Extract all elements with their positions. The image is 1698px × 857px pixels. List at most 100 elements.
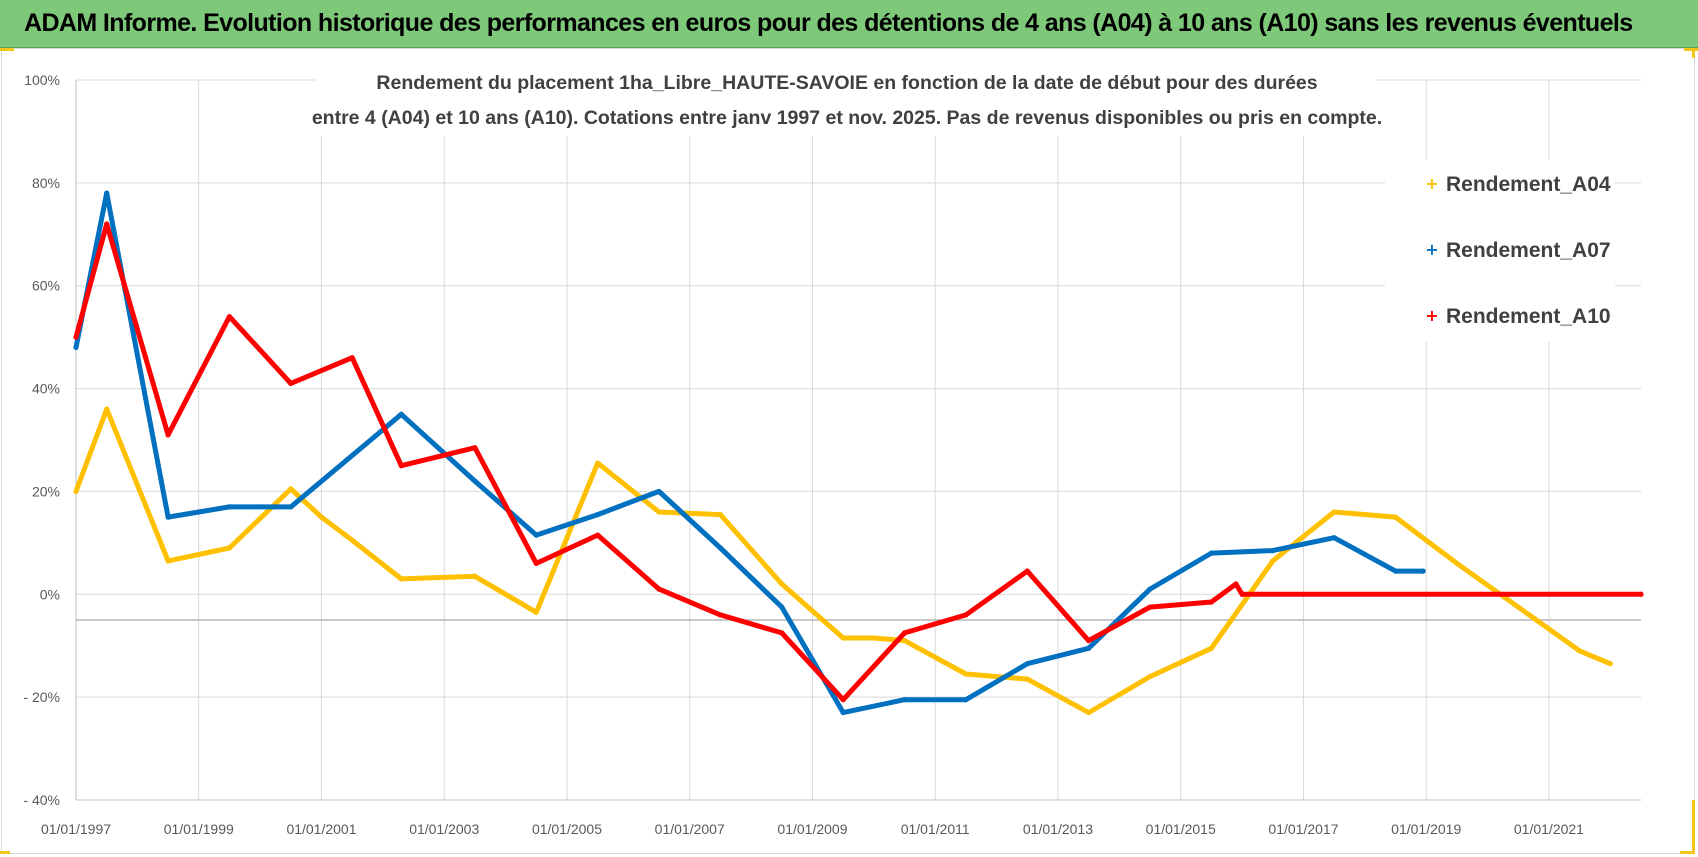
data-point (717, 511, 724, 518)
data-point (349, 537, 355, 543)
data-point (1086, 645, 1092, 651)
chart-title-line-2: entre 4 (A04) et 10 ans (A10). Cotations… (312, 107, 1382, 129)
data-point (104, 406, 110, 412)
x-tick-label: 01/01/2019 (1391, 821, 1461, 837)
chart-tick-labels: 100% 80% 60% 40% 20% 0% - 20% - 40% 01/01/1997 01… (23, 72, 1584, 837)
y-tick-label: 80% (32, 175, 60, 191)
x-tick-label: 01/01/2011 (901, 821, 970, 837)
x-tick-label: 01/01/1999 (164, 821, 234, 837)
data-point (1392, 514, 1399, 520)
data-point (1270, 547, 1276, 554)
frame-corner-marker (1680, 851, 1695, 854)
data-point (1454, 560, 1460, 567)
chart-series (73, 190, 1644, 716)
x-tick-label: 01/01/2015 (1146, 821, 1216, 837)
data-point (595, 532, 601, 538)
data-point (104, 190, 110, 196)
chart-legend: + Rendement_A04 + Rendement_A07 + Rendement_A… (1385, 160, 1615, 342)
report-banner-title: ADAM Informe. Evolution historique des p… (24, 9, 1633, 37)
chart-title-background (316, 66, 1376, 136)
data-point (1638, 591, 1644, 597)
data-point (1147, 604, 1153, 610)
data-point (398, 411, 404, 417)
x-tick-label: 01/01/2017 (1268, 821, 1338, 837)
x-tick-label: 01/01/2007 (655, 821, 725, 837)
data-point (963, 697, 969, 703)
data-point (1024, 661, 1030, 667)
data-point (871, 635, 877, 641)
y-tick-label: 0% (40, 586, 60, 602)
y-tick-label: - 40% (23, 792, 60, 808)
x-tick-label: 01/01/2001 (286, 821, 356, 837)
data-point (1024, 676, 1030, 682)
data-point (1420, 568, 1426, 574)
frame-corner-marker (0, 851, 10, 854)
data-point (1147, 673, 1153, 680)
frame-corner-marker (1684, 48, 1698, 51)
legend-label: Rendement_A10 (1446, 305, 1611, 328)
frame-corner-marker (1692, 48, 1695, 58)
data-point (901, 697, 908, 703)
data-point (165, 432, 171, 438)
data-point (901, 637, 908, 644)
data-point (1607, 661, 1613, 667)
legend-marker: + (1425, 240, 1438, 259)
y-tick-label: 60% (32, 278, 60, 294)
data-point (472, 573, 478, 579)
data-point (1515, 604, 1521, 610)
data-point (1392, 568, 1399, 574)
chart-title-line-1: Rendement du placement 1ha_Libre_HAUTE-S… (376, 72, 1317, 94)
y-tick-label: 100% (24, 72, 60, 88)
data-point (226, 313, 233, 320)
x-tick-label: 01/01/2009 (777, 821, 847, 837)
data-point (717, 612, 724, 618)
x-tick-label: 01/01/1997 (41, 821, 111, 837)
data-point (1086, 637, 1092, 644)
frame-corner-marker (1692, 800, 1695, 854)
x-tick-label: 01/01/2013 (1023, 821, 1093, 837)
legend-background (1385, 160, 1615, 342)
data-point (73, 344, 79, 351)
data-point (226, 545, 233, 551)
data-point (349, 355, 355, 361)
data-point (1233, 581, 1239, 587)
data-point (779, 581, 785, 587)
data-point (1208, 550, 1214, 556)
series-line-rendement_a07 (73, 190, 1426, 716)
data-point (398, 576, 404, 582)
data-point (656, 509, 662, 515)
x-tick-label: 01/01/2021 (1514, 821, 1584, 837)
data-point (901, 630, 908, 636)
data-point (533, 560, 539, 567)
data-point (165, 558, 171, 564)
data-point (717, 545, 724, 551)
data-point (288, 504, 294, 510)
data-point (656, 586, 662, 592)
data-point (533, 609, 539, 615)
data-point (226, 504, 233, 510)
data-point (595, 460, 601, 466)
legend-marker: + (1425, 174, 1438, 193)
data-point (165, 514, 171, 520)
data-point (779, 630, 785, 636)
data-point (963, 671, 969, 677)
data-point (840, 635, 846, 641)
data-point (1208, 645, 1214, 651)
y-tick-label: 40% (32, 381, 60, 397)
data-point (73, 488, 79, 495)
data-point (840, 697, 846, 703)
data-point (73, 334, 79, 340)
data-point (595, 511, 601, 518)
data-point (104, 221, 110, 227)
data-point (656, 488, 662, 495)
frame-corner-marker (0, 48, 14, 51)
data-point (1239, 591, 1245, 597)
data-point (840, 709, 846, 716)
data-point (1024, 568, 1030, 574)
legend-label: Rendement_A07 (1446, 239, 1611, 262)
x-tick-label: 01/01/2003 (409, 821, 479, 837)
data-point (196, 509, 202, 515)
data-point (288, 380, 294, 387)
data-point (472, 478, 478, 484)
